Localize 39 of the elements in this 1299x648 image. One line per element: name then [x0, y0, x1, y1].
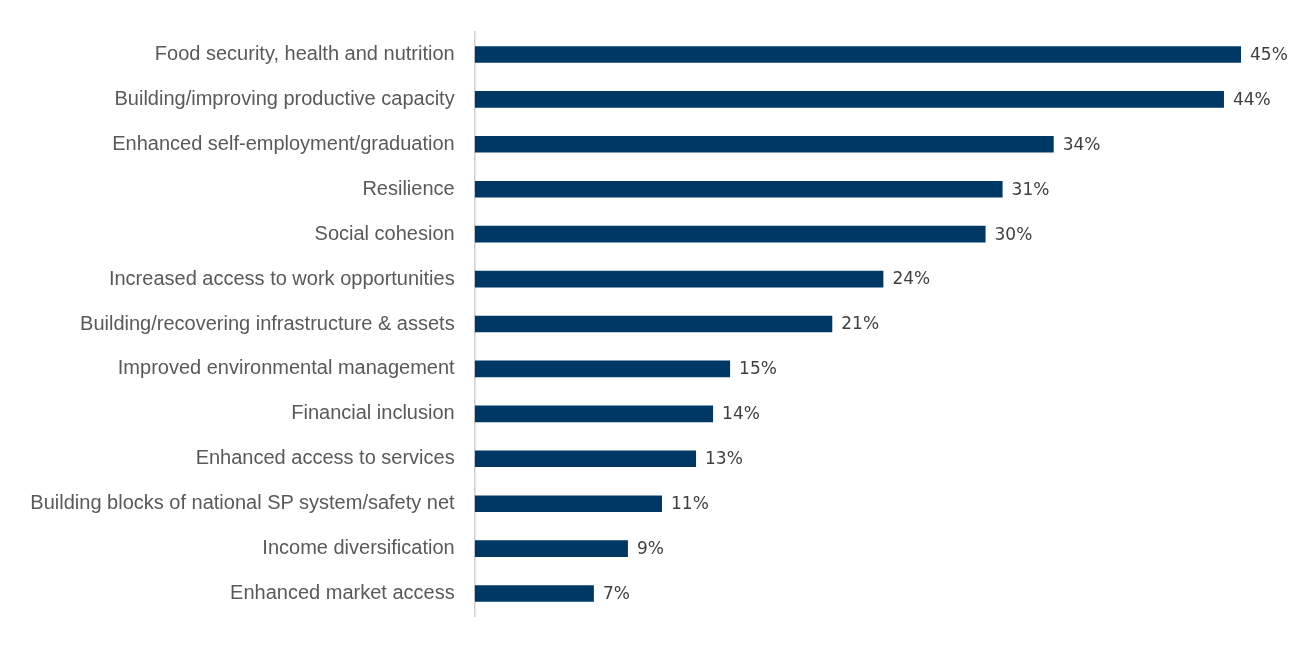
y-tick-label: Food security, health and nutrition: [154, 41, 455, 64]
data-label: 7%: [602, 582, 630, 603]
y-tick-label: Income diversification: [262, 536, 455, 559]
y-tick-label: Enhanced access to services: [195, 446, 455, 469]
data-label: 14%: [722, 403, 760, 424]
y-tick-label: Enhanced market access: [230, 581, 455, 604]
bar: [474, 450, 697, 468]
bar: [474, 270, 884, 288]
bar: [474, 495, 662, 512]
y-tick-label: Building/recovering infrastructure & assets: [80, 311, 455, 334]
bar: [474, 585, 594, 602]
data-label: 31%: [1011, 178, 1050, 199]
data-label: 34%: [1062, 133, 1101, 154]
data-label: 9%: [636, 538, 664, 559]
data-label: 45%: [1250, 43, 1288, 64]
bar: [474, 225, 986, 243]
bar: [474, 360, 731, 378]
data-label: 30%: [994, 223, 1033, 244]
data-label: 24%: [892, 268, 931, 289]
bar: [474, 46, 1241, 63]
data-label: 13%: [705, 448, 743, 469]
bar: [474, 180, 1003, 198]
data-label: 11%: [670, 493, 709, 514]
y-tick-label: Resilience: [362, 176, 455, 199]
y-tick-label: Improved environmental management: [117, 356, 456, 379]
data-label: 44%: [1232, 88, 1271, 109]
y-tick-label: Enhanced self-employment/graduation: [112, 131, 455, 154]
bar: [474, 136, 1054, 153]
y-tick-label: Financial inclusion: [291, 401, 455, 424]
y-tick-label: Increased access to work opportunities: [108, 266, 455, 289]
y-tick-label: Social cohesion: [314, 221, 455, 244]
bar: [474, 91, 1224, 108]
y-tick-label: Building blocks of national SP system/safety net: [30, 491, 456, 514]
data-label: 21%: [841, 313, 880, 334]
y-tick-label: Building/improving productive capacity: [114, 86, 455, 109]
bar: [474, 315, 833, 333]
bar: [474, 405, 714, 423]
data-label: 15%: [739, 358, 777, 379]
bar: [474, 540, 628, 557]
